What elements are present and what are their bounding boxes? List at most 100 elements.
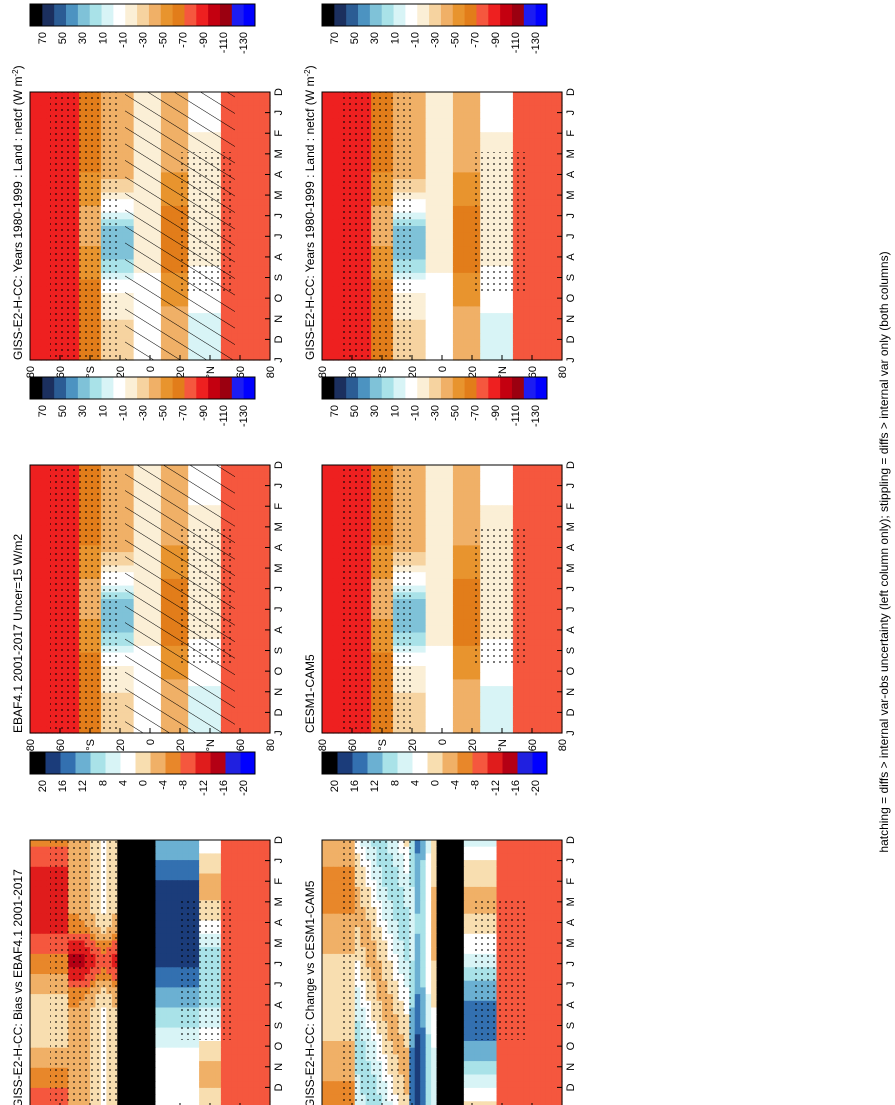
heatmap-cell <box>35 192 42 200</box>
heatmap-cell <box>248 145 255 153</box>
heatmap-cell <box>322 272 329 281</box>
heatmap-cell <box>46 478 53 486</box>
heatmap-cell <box>242 545 249 553</box>
colorbar-swatch <box>393 4 406 26</box>
heatmap-cell <box>551 266 558 274</box>
heatmap-cell <box>469 319 476 328</box>
x-tick-label: S <box>565 274 577 281</box>
heatmap-cell <box>248 138 255 147</box>
heatmap-cell <box>332 279 339 287</box>
heatmap-cell <box>248 565 255 573</box>
colorbar-frame <box>29 3 256 27</box>
heatmap-cell <box>30 619 37 627</box>
heatmap-cell <box>46 192 53 200</box>
heatmap-cell <box>480 98 487 106</box>
heatmap-cell <box>414 339 421 348</box>
heatmap-cell <box>322 266 329 274</box>
heatmap-cell <box>447 286 454 294</box>
heatmap-cell <box>485 145 492 153</box>
heatmap-cell <box>40 505 47 513</box>
heatmap-cell <box>420 333 427 341</box>
colorbar-tick-label: 70 <box>329 32 341 44</box>
heatmap-cell <box>46 205 53 214</box>
heatmap-cell <box>540 286 547 294</box>
heatmap-cell <box>242 259 249 267</box>
heatmap-cell <box>253 471 260 479</box>
heatmap-cell <box>30 511 37 520</box>
heatmap-cell <box>322 125 329 133</box>
heatmap-cell <box>551 259 558 267</box>
heatmap-cell <box>264 319 271 328</box>
heatmap-cell <box>242 152 249 160</box>
heatmap-cell <box>529 246 536 254</box>
heatmap-cell <box>425 145 432 153</box>
heatmap-cell <box>242 118 249 127</box>
heatmap-cell <box>491 333 498 341</box>
heatmap-cell <box>540 172 547 180</box>
heatmap-cell <box>480 299 487 307</box>
heatmap-cell <box>425 286 432 294</box>
heatmap-cell <box>259 511 266 520</box>
heatmap-cell <box>338 185 345 194</box>
heatmap-cell <box>425 239 432 247</box>
heatmap-cell <box>237 578 244 587</box>
heatmap-cell <box>253 199 260 207</box>
heatmap-cell <box>46 319 53 328</box>
heatmap-cell <box>556 165 563 173</box>
heatmap-cell <box>35 333 42 341</box>
heatmap-cell <box>529 125 536 133</box>
heatmap-cell <box>332 219 339 227</box>
heatmap-cell <box>452 246 459 254</box>
heatmap-cell <box>327 259 334 267</box>
heatmap-cell <box>253 339 260 348</box>
heatmap-cell <box>242 491 249 500</box>
heatmap-cell <box>420 125 427 133</box>
heatmap-cell <box>117 226 124 234</box>
heatmap-cell <box>409 346 416 354</box>
heatmap-cell <box>327 132 334 140</box>
heatmap-cell <box>46 645 53 654</box>
heatmap-cell <box>556 118 563 127</box>
heatmap-cell <box>545 326 552 334</box>
heatmap-cell <box>518 306 525 314</box>
heatmap-cell <box>442 145 449 153</box>
heatmap-cell <box>40 572 47 580</box>
heatmap-cell <box>496 125 503 133</box>
heatmap-cell <box>338 326 345 334</box>
heatmap-cell <box>237 498 244 506</box>
heatmap-cell <box>452 132 459 140</box>
heatmap-cell <box>332 306 339 314</box>
heatmap-cell <box>332 326 339 334</box>
heatmap-cell <box>117 172 124 180</box>
heatmap-cell <box>117 272 124 281</box>
heatmap-cell <box>327 326 334 334</box>
colorbar-swatch <box>243 4 256 26</box>
heatmap-cell <box>463 239 470 247</box>
heatmap-cell <box>420 112 427 120</box>
heatmap-cell <box>507 105 514 113</box>
heatmap-cell <box>458 125 465 133</box>
heatmap-cell <box>253 299 260 307</box>
colorbar-swatch <box>160 4 173 26</box>
heatmap-cell <box>242 252 249 261</box>
heatmap-cell <box>40 511 47 520</box>
colorbar-swatch <box>369 4 382 26</box>
heatmap-cell <box>237 632 244 640</box>
heatmap-cell <box>30 145 37 153</box>
heatmap-cell <box>259 219 266 227</box>
heatmap-cell <box>237 266 244 274</box>
colorbar-swatch <box>101 4 114 26</box>
heatmap-cell <box>35 491 42 500</box>
heatmap-cell <box>248 232 255 240</box>
heatmap-cell <box>35 132 42 140</box>
heatmap-cell <box>463 179 470 187</box>
heatmap-cell <box>502 326 509 334</box>
heatmap-cell <box>523 319 530 328</box>
heatmap-cell <box>264 326 271 334</box>
heatmap-cell <box>117 552 124 560</box>
heatmap-cell <box>46 578 53 587</box>
heatmap-cell <box>431 226 438 234</box>
y-tick-label: 20 <box>407 366 419 378</box>
heatmap-cell <box>248 538 255 546</box>
heatmap-cell <box>264 538 271 546</box>
